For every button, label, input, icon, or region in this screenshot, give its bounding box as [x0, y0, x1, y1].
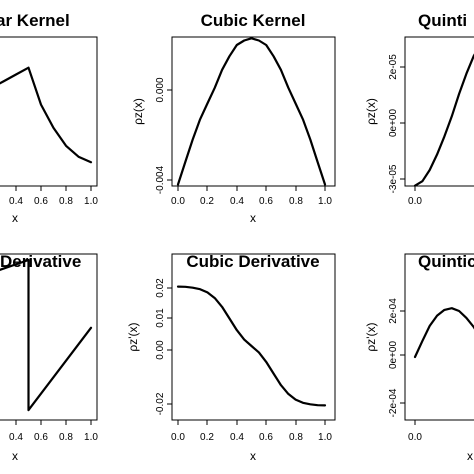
panel-5-xtick-label: 0.2 — [200, 432, 214, 443]
panel-6-ytick-label: 0e+00 — [388, 341, 399, 370]
panel-6-ytick-label: -2e-04 — [388, 388, 399, 417]
panel-3-series-line — [413, 53, 474, 187]
panel-4-xtick-label: 0.6 — [34, 432, 48, 443]
panel-6-ytick-label: 2e-04 — [388, 298, 399, 324]
panel-5-ylabel: ρz'(x) — [126, 322, 140, 351]
panel-1-series-line — [0, 66, 93, 164]
panel-5-ytick-label: 0.02 — [155, 278, 166, 298]
panel-5-ytick-label: 0.01 — [155, 308, 166, 328]
panel-2-xtick-label: 0.4 — [230, 196, 244, 207]
panel-2-xtick-label: 0.8 — [289, 196, 303, 207]
panel-1-xtick-label: 0.4 — [9, 196, 23, 207]
panel-5-xtick-label: 0.8 — [289, 432, 303, 443]
panel-4-xtick-label: 0.4 — [9, 432, 23, 443]
panel-2-xtick-label: 0.2 — [200, 196, 214, 207]
panel-6-title: Quintic — [418, 252, 474, 271]
panel-2-xlabel: x — [250, 211, 256, 225]
panel-2-xtick-label: 1.0 — [318, 196, 332, 207]
panel-6-xlabel: x — [467, 449, 473, 463]
panel-5-xtick-label: 0.6 — [259, 432, 273, 443]
panel-2-ylabel: ρz(x) — [131, 98, 145, 125]
panel-1-xlabel: x — [12, 211, 18, 225]
panel-2-title: Cubic Kernel — [201, 11, 306, 30]
panel-5-ytick-label: 0.00 — [155, 340, 166, 360]
panel-5-xtick-label: 1.0 — [318, 432, 332, 443]
panel-3-ytick-label: 0e+00 — [388, 109, 399, 138]
panel-4-xtick-label: 0.8 — [59, 432, 73, 443]
panel-6-ylabel: ρz'(x) — [364, 322, 378, 351]
panel-3-title: Quinti — [418, 11, 467, 30]
panel-5-frame — [171, 253, 336, 421]
panel-2-frame — [171, 36, 336, 187]
panel-2-xtick-label: 0.0 — [171, 196, 185, 207]
panel-4-series-line — [0, 258, 93, 412]
panel-1-xtick-label: 0.6 — [34, 196, 48, 207]
panel-5-series-line — [176, 285, 327, 407]
panel-4-title: Derivative — [0, 252, 81, 271]
panel-3-ytick-label: -3e-05 — [388, 164, 399, 193]
panel-5-title: Cubic Derivative — [186, 252, 319, 271]
panel-6-frame — [404, 253, 474, 421]
panel-2-xtick-label: 0.6 — [259, 196, 273, 207]
panel-3-frame — [404, 36, 474, 187]
panel-5-xtick-label: 0.4 — [230, 432, 244, 443]
panel-6-xtick-label: 0.0 — [408, 432, 422, 443]
panel-4-frame — [0, 253, 98, 421]
panel-5-xlabel: x — [250, 449, 256, 463]
panel-3-xtick-label: 0.0 — [408, 196, 422, 207]
panel-2-ytick-label: -0.004 — [155, 165, 166, 194]
panel-1-xtick-label: 1.0 — [84, 196, 98, 207]
panel-6-series-line — [413, 307, 474, 359]
panel-3-ytick-label: 2e-05 — [388, 54, 399, 80]
panel-4-xlabel: x — [12, 449, 18, 463]
panel-1-title: ar Kernel — [0, 11, 70, 30]
panel-1-frame — [0, 36, 98, 187]
panel-5-xtick-label: 0.0 — [171, 432, 185, 443]
panel-2-series-line — [176, 37, 327, 186]
panel-2-ytick-label: 0.000 — [155, 77, 166, 102]
panel-3-ylabel: ρz(x) — [364, 98, 378, 125]
panel-4-xtick-label: 1.0 — [84, 432, 98, 443]
panel-1-xtick-label: 0.8 — [59, 196, 73, 207]
panel-5-ytick-label: -0.02 — [155, 392, 166, 415]
